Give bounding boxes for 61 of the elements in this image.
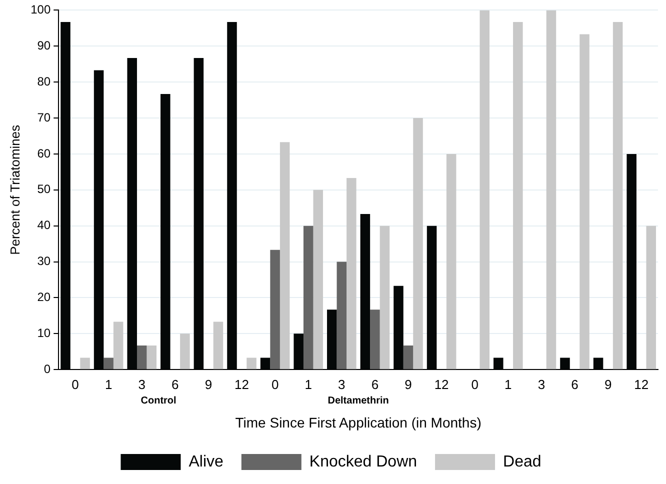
y-tick-label: 30 xyxy=(37,254,51,268)
bar xyxy=(213,322,224,370)
legend-label: Alive xyxy=(188,453,224,470)
x-tick-label: 0 xyxy=(271,376,279,392)
x-tick-label: 3 xyxy=(338,376,346,392)
bar xyxy=(303,226,314,370)
bar xyxy=(80,358,90,370)
x-tick-label: 3 xyxy=(138,376,146,392)
bar xyxy=(413,118,423,370)
bar xyxy=(113,322,124,370)
x-tick-label: 9 xyxy=(204,376,212,392)
bar xyxy=(513,22,523,370)
bar xyxy=(380,226,390,370)
bar xyxy=(446,154,456,370)
x-tick-label: 12 xyxy=(234,376,249,392)
x-tick-label: 1 xyxy=(104,376,112,392)
bar xyxy=(270,250,280,370)
x-tick-label: 12 xyxy=(434,376,449,392)
x-tick-label: 0 xyxy=(72,376,79,392)
y-tick-label: 0 xyxy=(44,362,51,376)
y-tick-label: 10 xyxy=(37,326,51,340)
x-tick-label: 9 xyxy=(404,376,412,392)
text: Control xyxy=(140,395,177,406)
x-tick-label: 6 xyxy=(172,376,179,392)
bar xyxy=(546,10,556,370)
y-tick-label: 80 xyxy=(37,74,51,88)
bar xyxy=(246,358,256,370)
x-tick-label: 1 xyxy=(304,376,312,392)
bar xyxy=(480,10,490,370)
x-tick-label: 0 xyxy=(471,376,478,392)
x-tick-label: 6 xyxy=(571,376,578,392)
bar xyxy=(313,190,324,370)
y-tick-label: 40 xyxy=(37,218,51,232)
legend-label: Knocked Down xyxy=(309,453,418,470)
x-tick-label: 3 xyxy=(538,376,546,392)
y-tick-label: 90 xyxy=(37,38,51,52)
bar xyxy=(612,22,623,370)
bar xyxy=(403,346,414,370)
x-tick-label: 6 xyxy=(371,376,379,392)
bar xyxy=(180,334,190,370)
text: Deltamethrin xyxy=(328,395,389,406)
bar xyxy=(104,358,114,370)
y-tick-label: 100 xyxy=(30,2,51,17)
legend-label: Dead xyxy=(503,453,542,470)
bar xyxy=(646,226,656,370)
y-tick-label: 20 xyxy=(37,290,51,304)
bar xyxy=(370,310,380,370)
bar xyxy=(580,34,590,370)
bar xyxy=(336,262,347,370)
x-axis-title: Time Since First Application (in Months) xyxy=(235,414,482,430)
x-tick-label: 9 xyxy=(604,376,612,392)
y-tick-label: 50 xyxy=(37,182,51,196)
bar xyxy=(280,142,290,370)
bar xyxy=(146,346,157,370)
y-tick-label: 60 xyxy=(37,146,51,160)
bar xyxy=(136,346,147,370)
bar xyxy=(346,178,356,370)
y-tick-label: 70 xyxy=(37,110,51,124)
y-axis-title: Percent of Triatomines xyxy=(7,124,22,255)
x-tick-label: 1 xyxy=(504,376,512,392)
x-tick-label: 12 xyxy=(634,376,649,392)
